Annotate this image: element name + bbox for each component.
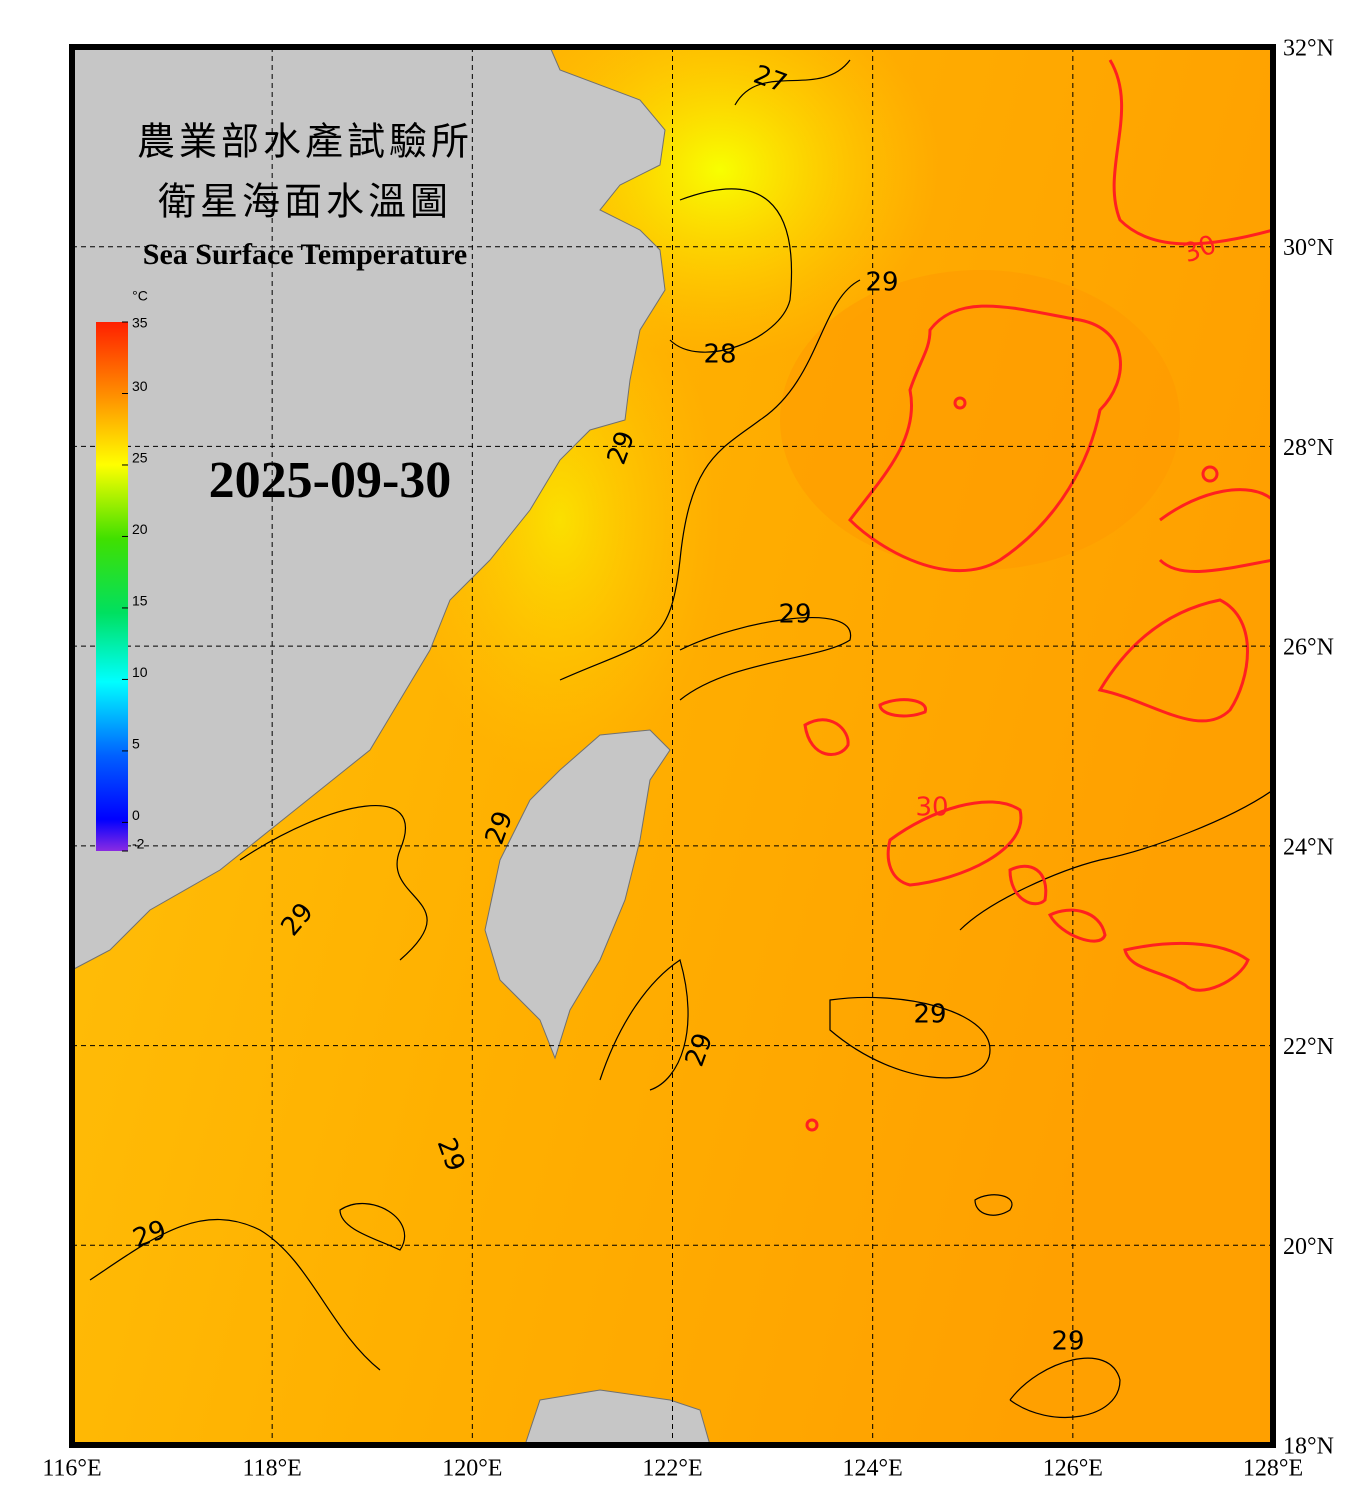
- latitude-label: 26°N: [1283, 635, 1334, 661]
- colorbar-tick-label: -2: [132, 836, 145, 852]
- latitude-label: 32°N: [1283, 36, 1334, 62]
- contour: [829, 996, 991, 1079]
- contour: [89, 1219, 381, 1371]
- contour: [339, 1202, 406, 1251]
- contour: [239, 805, 428, 961]
- contour: [669, 188, 793, 353]
- contour: [734, 59, 851, 106]
- contour: [1201, 465, 1219, 483]
- latitude-label: 30°N: [1283, 235, 1334, 261]
- title-zh: 衛星海面水溫圖: [158, 180, 452, 224]
- colorbar-unit: °C: [132, 288, 148, 304]
- longitude-label: 118°E: [242, 1456, 301, 1482]
- longitude-label: 128°E: [1243, 1456, 1303, 1482]
- title-en: Sea Surface Temperature: [143, 238, 467, 271]
- contour: [953, 396, 967, 410]
- colorbar-tick-label: 35: [132, 315, 148, 331]
- colorbar-tick-label: 5: [132, 736, 140, 752]
- contour: [1008, 864, 1048, 906]
- longitude-label: 124°E: [843, 1456, 903, 1482]
- date: 2025-09-30: [209, 452, 452, 509]
- axis-labels: 116°E 118°E 120°E 122°E 124°E 126°E 128°E 32°N 3…: [42, 36, 1334, 1482]
- longitude-label: 116°E: [42, 1456, 101, 1482]
- longitude-label: 120°E: [442, 1456, 502, 1482]
- land-china: [72, 47, 666, 971]
- contours-30: [803, 59, 1273, 1132]
- contour: [1108, 59, 1273, 246]
- contour: [1123, 941, 1250, 992]
- colorbar-tick-label: 25: [132, 450, 148, 466]
- longitude-label: 126°E: [1043, 1456, 1103, 1482]
- colorbar-tick-label: 10: [132, 664, 148, 680]
- contour: [886, 800, 1023, 887]
- latitude-label: 28°N: [1283, 435, 1334, 461]
- colorbar-ticks: 35 30 25 20 15 10 5 0 -2: [122, 315, 148, 852]
- frame: [69, 44, 1276, 1448]
- contour-label: 29: [778, 600, 811, 630]
- contour: [878, 698, 927, 718]
- contour: [599, 959, 689, 1091]
- contour: [1047, 908, 1107, 943]
- land-taiwan: [484, 729, 671, 1060]
- contour: [679, 617, 851, 701]
- contour-label: 29: [865, 268, 898, 298]
- latitude-label: 18°N: [1283, 1434, 1334, 1460]
- contour: [803, 718, 850, 757]
- contour: [974, 1194, 1013, 1216]
- latitude-label: 24°N: [1283, 834, 1334, 860]
- contour: [959, 789, 1273, 931]
- contour: [805, 1118, 819, 1132]
- colorbar: [96, 322, 128, 851]
- latitude-label: 22°N: [1283, 1034, 1334, 1060]
- contour-label: 29: [913, 1000, 946, 1030]
- land-luzon: [524, 1389, 711, 1445]
- longitude-label: 122°E: [642, 1456, 702, 1482]
- colorbar-tick-label: 15: [132, 593, 148, 609]
- contour: [848, 304, 1122, 572]
- contour: [1009, 1357, 1121, 1419]
- contour: [1097, 598, 1249, 723]
- title-zh: 農業部水產試驗所: [137, 120, 473, 164]
- graticule: [72, 47, 1273, 1445]
- contour-label: 30: [915, 793, 948, 823]
- colorbar-tick-label: 30: [132, 378, 148, 394]
- contour: [1158, 488, 1273, 574]
- contours-29: [89, 59, 1273, 1419]
- contour-label: 28: [703, 340, 736, 370]
- contour: [559, 279, 861, 681]
- colorbar-tick-label: 20: [132, 521, 148, 537]
- colorbar-tick-label: 0: [132, 807, 140, 823]
- map-body: 27 28 29 29 29 29 29 29 29 29 29 29 30 3…: [72, 47, 1273, 1445]
- warm-water: [780, 270, 1180, 570]
- contour-label: 29: [1051, 1327, 1084, 1357]
- latitude-label: 20°N: [1283, 1234, 1334, 1260]
